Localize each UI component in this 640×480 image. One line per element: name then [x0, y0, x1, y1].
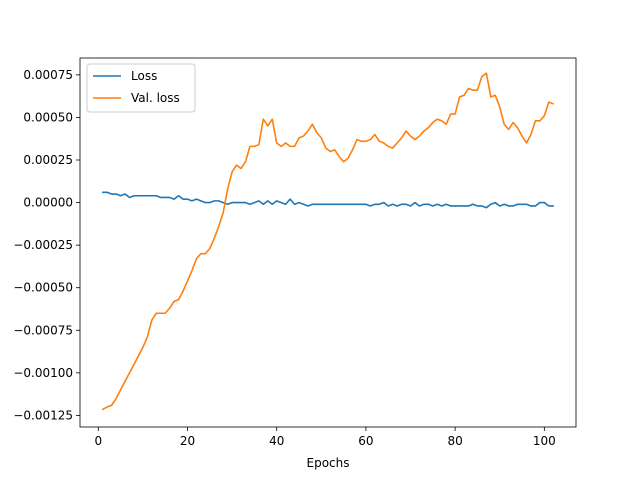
x-tick-label: 80 [447, 434, 462, 448]
x-axis-label: Epochs [307, 456, 350, 470]
series-line-val-loss [101, 72, 555, 411]
x-axis-ticks: 0 20 40 60 80 100 [94, 427, 556, 448]
plot-lines [101, 72, 555, 411]
y-tick-label: 0.00050 [23, 110, 73, 124]
x-tick-label: 100 [533, 434, 556, 448]
y-tick-label: −0.00050 [13, 281, 73, 295]
y-tick-label: −0.00075 [13, 323, 73, 337]
y-tick-label: 0.00075 [23, 68, 73, 82]
y-axis-ticks: −0.00125 −0.00100 −0.00075 −0.00050 −0.00025… [13, 68, 80, 422]
legend-label-val-loss: Val. loss [131, 91, 180, 105]
legend: Loss Val. loss [86, 63, 196, 113]
x-tick-label: 20 [180, 434, 195, 448]
series-line-loss [101, 191, 555, 209]
legend-label-loss: Loss [131, 69, 157, 83]
y-tick-label: −0.00100 [13, 366, 73, 380]
x-tick-label: 0 [94, 434, 102, 448]
x-tick-label: 60 [358, 434, 373, 448]
y-tick-label: 0.00000 [23, 196, 73, 210]
x-tick-label: 40 [269, 434, 284, 448]
y-tick-label: 0.00025 [23, 153, 73, 167]
axes-frame [79, 57, 577, 428]
y-tick-label: −0.00125 [13, 408, 73, 422]
y-tick-label: −0.00025 [13, 238, 73, 252]
